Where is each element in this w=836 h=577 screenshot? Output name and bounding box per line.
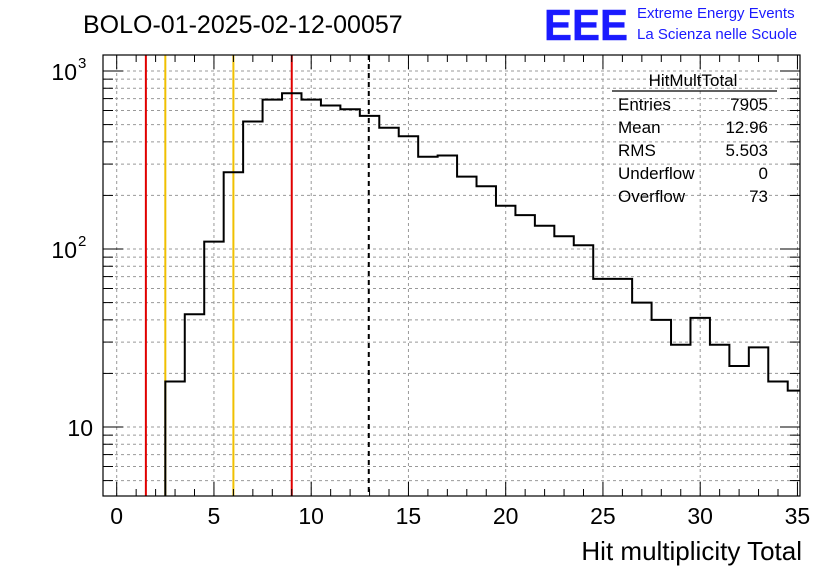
stats-row-value: 12.96 <box>725 118 768 137</box>
x-tick-label: 10 <box>298 503 324 529</box>
stats-row-label: RMS <box>618 141 656 160</box>
x-tick-label: 5 <box>208 503 221 529</box>
x-tick-label: 15 <box>396 503 422 529</box>
x-tick-label: 25 <box>590 503 616 529</box>
y-tick-exponent: 3 <box>78 55 86 72</box>
histogram-bin <box>379 128 398 496</box>
chart-title: BOLO-01-2025-02-12-00057 <box>83 11 403 39</box>
y-tick-label: 10 <box>51 237 77 263</box>
histogram-line <box>164 92 800 496</box>
histogram-bin <box>729 366 748 496</box>
histogram-bin <box>185 314 204 496</box>
x-axis: 0 5 10 15 20 25 30 35 <box>110 55 810 529</box>
y-tick-label: 10 <box>67 415 93 441</box>
histogram-bin <box>749 347 768 496</box>
histogram-bin <box>554 236 573 496</box>
x-axis-label: Hit multiplicity Total <box>581 536 802 566</box>
histogram-bin <box>710 345 729 496</box>
logo-line-1: Extreme Energy Events <box>637 5 795 22</box>
logo-line-2: La Scienza nelle Scuole <box>637 26 797 43</box>
histogram-bin <box>418 157 437 496</box>
x-tick-label: 20 <box>493 503 519 529</box>
histogram-bin <box>399 136 418 496</box>
x-tick-label: 0 <box>110 503 123 529</box>
histogram-bin <box>613 279 632 496</box>
stats-row-label: Mean <box>618 118 661 137</box>
stats-row-value: 7905 <box>730 95 768 114</box>
grid-lines <box>103 55 800 496</box>
x-tick-label: 35 <box>785 503 811 529</box>
histogram-bin <box>263 100 282 496</box>
stats-row-value: 5.503 <box>725 141 768 160</box>
histogram-bin <box>438 156 457 496</box>
histogram-bin <box>671 345 690 496</box>
histogram-series <box>164 92 800 496</box>
x-tick-label: 30 <box>687 503 713 529</box>
histogram-bin <box>457 177 476 496</box>
stats-row-value: 73 <box>749 187 768 206</box>
y-tick-exponent: 2 <box>78 233 86 250</box>
histogram-bin <box>477 186 496 496</box>
histogram-bin <box>243 122 262 496</box>
stats-row-label: Underflow <box>618 164 695 183</box>
plot-frame <box>102 54 801 497</box>
eee-logo: EEE <box>544 1 628 50</box>
stats-box: HitMultTotal Entries 7905 Mean 12.96 RMS 5.50… <box>612 71 777 206</box>
stats-row-label: Overflow <box>618 187 686 206</box>
histogram-bin <box>768 382 787 496</box>
stats-box-title: HitMultTotal <box>649 71 738 90</box>
stats-row-value: 0 <box>759 164 768 183</box>
stats-rows: Entries 7905 Mean 12.96 RMS 5.503 Underflow 0 Ov… <box>618 95 768 206</box>
stats-row-label: Entries <box>618 95 671 114</box>
histogram-bin <box>165 382 184 496</box>
histogram-bin <box>574 245 593 496</box>
histogram-bin <box>632 303 651 496</box>
histogram-bin <box>652 320 671 496</box>
y-tick-label: 10 <box>51 59 77 85</box>
